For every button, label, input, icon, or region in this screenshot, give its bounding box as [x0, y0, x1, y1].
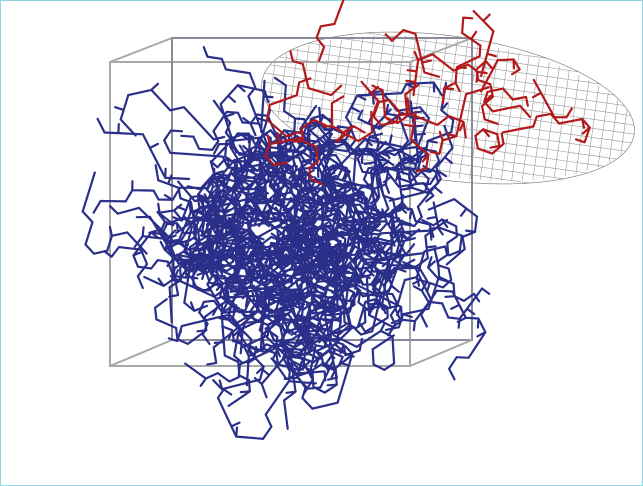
- blue-molecules: [81, 46, 491, 440]
- molecule: [399, 97, 467, 139]
- molecule: [253, 245, 337, 303]
- molecule: [264, 132, 303, 167]
- box-edge: [109, 37, 173, 63]
- molecule: [177, 163, 280, 203]
- molecule: [371, 263, 433, 302]
- molecule: [402, 218, 449, 269]
- molecule: [389, 124, 454, 247]
- molecule: [345, 225, 384, 285]
- molecule: [166, 253, 246, 301]
- molecule: [429, 86, 490, 155]
- molecule: [427, 197, 479, 257]
- molecule: [184, 327, 281, 387]
- molecule: [390, 287, 491, 332]
- molecule: [332, 321, 396, 372]
- box-edge: [409, 339, 473, 367]
- red-molecule: [264, 0, 591, 185]
- molecule: [322, 95, 366, 142]
- molecule: [202, 240, 267, 299]
- molecule: [362, 164, 435, 214]
- molecule: [224, 266, 293, 291]
- molecule: [292, 118, 327, 185]
- molecule: [483, 87, 532, 119]
- molecule: [419, 289, 487, 381]
- molecule: [403, 110, 430, 173]
- molecule: [309, 203, 405, 248]
- molecule: [265, 77, 312, 138]
- molecule: [180, 110, 259, 151]
- molecule: [369, 100, 424, 205]
- molecule: [307, 113, 334, 161]
- molecule: [221, 190, 264, 252]
- box-edge: [109, 339, 173, 367]
- molecule: [271, 318, 334, 390]
- molecule: [480, 58, 521, 93]
- molecule: [222, 190, 262, 253]
- molecule: [384, 28, 441, 78]
- molecule: [213, 142, 293, 222]
- molecule: [302, 142, 387, 231]
- molecule: [370, 241, 400, 337]
- molecule: [272, 289, 335, 330]
- molecule: [475, 60, 499, 125]
- molecule: [258, 294, 305, 361]
- molecule: [179, 210, 231, 265]
- molecule: [96, 117, 191, 181]
- molecule: [328, 232, 416, 287]
- molecule: [153, 276, 240, 346]
- molecule: [229, 277, 317, 325]
- molecule: [501, 112, 591, 144]
- molecule: [371, 84, 420, 125]
- molecule: [388, 156, 430, 202]
- molecule: [211, 260, 258, 365]
- molecule: [289, 49, 343, 97]
- molecule: [275, 135, 321, 210]
- molecule: [81, 171, 148, 255]
- molecule: [114, 82, 226, 141]
- molecule: [197, 289, 252, 345]
- molecule: [224, 133, 271, 228]
- molecule: [276, 145, 312, 236]
- molecule: [154, 164, 216, 234]
- molecule: [384, 256, 448, 331]
- molecule: [229, 209, 255, 239]
- molecule: [196, 171, 270, 240]
- molecule: [472, 10, 497, 78]
- molecule: [161, 205, 212, 245]
- molecule: [315, 0, 345, 62]
- molecule: [103, 245, 149, 290]
- molecule: [474, 128, 505, 155]
- molecule: [243, 138, 325, 165]
- molecule: [307, 336, 352, 371]
- molecule: [300, 304, 347, 344]
- molecule: [276, 313, 311, 372]
- molecule: [322, 244, 352, 381]
- molecule: [317, 115, 379, 251]
